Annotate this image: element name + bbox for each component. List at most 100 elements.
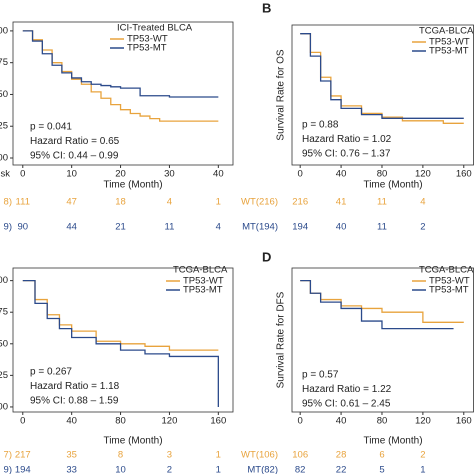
risk-count: 194 [292,222,308,233]
y-tick-label: 0.25 [0,121,8,132]
legend-label: TP53-MT [429,285,469,296]
legend-label: TP53-WT [429,276,470,287]
x-axis-title: Time (Month) [363,180,422,191]
legend-label: TP53-MT [183,285,223,296]
legend-label: TP53-WT [127,34,168,45]
x-tick-label: 0 [20,169,25,180]
annotation: 95% CI: 0.44 – 0.99 [30,151,119,162]
plot-frame [12,267,234,413]
risk-count: 28 [336,450,347,461]
risk-row-label: 9) [4,465,12,474]
y-axis-title: Survival Rate for DFS [276,291,287,388]
risk-count: 2 [167,465,172,474]
legend-label: TP53-MT [429,46,469,57]
risk-count: 11 [377,197,387,208]
annotation: p = 0.57 [302,370,339,381]
risk-count: 2 [420,450,425,461]
plot-frame [12,21,234,166]
survival-curve [22,30,219,122]
y-tick-label: 0.25 [0,370,8,381]
risk-count: 6 [379,450,384,461]
risk-count: 5 [379,465,384,474]
x-tick-label: 80 [377,416,388,427]
x-tick-label: 160 [456,416,472,427]
risk-row-label: MT(82) [247,465,278,474]
risk-count: 11 [165,222,175,233]
risk-count: 11 [377,222,387,233]
x-tick-label: 160 [456,169,472,180]
risk-count: 4 [216,222,221,233]
risk-count: 4 [167,197,172,208]
survival-curve [22,30,219,98]
risk-count: 1 [216,197,221,208]
risk-row-label: 8) [4,197,12,208]
risk-count: 217 [15,450,31,461]
risk-row-label: 9) [4,222,12,233]
risk-count: 35 [66,450,77,461]
y-tick-label: 0.50 [0,89,8,100]
x-tick-label: 0 [298,416,303,427]
annotation: 95% CI: 0.88 – 1.59 [30,396,119,407]
y-tick-label: 0.00 [0,153,8,164]
legend-title: ICI-Treated BLCA [117,23,193,34]
x-tick-label: 160 [210,416,226,427]
panel-letter: D [262,249,271,264]
risk-count: 8 [118,450,123,461]
y-tick-label: 1.00 [0,275,8,286]
survival-curve [22,279,219,407]
x-tick-label: 0 [20,416,25,427]
x-axis-title: Time (Month) [363,436,422,447]
risk-count: 10 [115,465,126,474]
x-tick-label: 40 [213,169,224,180]
x-tick-label: 10 [66,169,77,180]
risk-count: 194 [15,465,31,474]
risk-count: 3 [167,450,172,461]
y-tick-label: 0.75 [0,307,8,318]
risk-count: 33 [66,465,77,474]
x-tick-label: 40 [66,416,77,427]
risk-count: 18 [115,197,126,208]
panel-letter: B [262,0,271,15]
risk-row-label: MT(194) [242,222,278,233]
survival-curve [300,33,464,119]
survival-curve [300,33,464,124]
x-tick-label: 20 [115,169,126,180]
x-tick-label: 80 [377,169,388,180]
risk-count: 21 [115,222,126,233]
annotation: Hazard Ratio = 1.02 [302,134,392,145]
survival-curve [22,279,219,351]
annotation: p = 0.041 [30,122,72,133]
risk-count: 111 [16,197,30,208]
y-axis-title: Survival Rate for OS [276,49,287,140]
risk-count: 216 [292,197,308,208]
risk-title: sk [1,169,11,180]
risk-count: 41 [336,197,347,208]
risk-count: 106 [292,450,308,461]
risk-count: 82 [295,465,306,474]
risk-count: 4 [420,197,425,208]
x-tick-label: 120 [162,416,178,427]
annotation: p = 0.267 [30,367,72,378]
risk-count: 22 [336,465,347,474]
risk-row-label: WT(106) [241,450,278,461]
legend-title: TCGA-BLCA [419,265,474,276]
x-tick-label: 40 [336,169,347,180]
annotation: Hazard Ratio = 1.22 [302,384,392,395]
y-tick-label: 1.00 [0,25,8,36]
legend-label: TP53-MT [127,43,167,54]
annotation: p = 0.88 [302,120,339,131]
annotation: 95% CI: 0.76 – 1.37 [302,149,391,160]
risk-count: 1 [420,465,425,474]
risk-count: 90 [17,222,28,233]
annotation: Hazard Ratio = 0.65 [30,136,120,147]
legend-label: TP53-WT [183,276,224,287]
risk-count: 44 [66,222,77,233]
risk-row-label: 7) [4,450,12,461]
annotation: Hazard Ratio = 1.18 [30,381,120,392]
risk-row-label: WT(216) [241,197,278,208]
x-axis-title: Time (Month) [103,436,162,447]
x-axis-title: Time (Month) [103,180,162,191]
x-tick-label: 40 [336,416,347,427]
